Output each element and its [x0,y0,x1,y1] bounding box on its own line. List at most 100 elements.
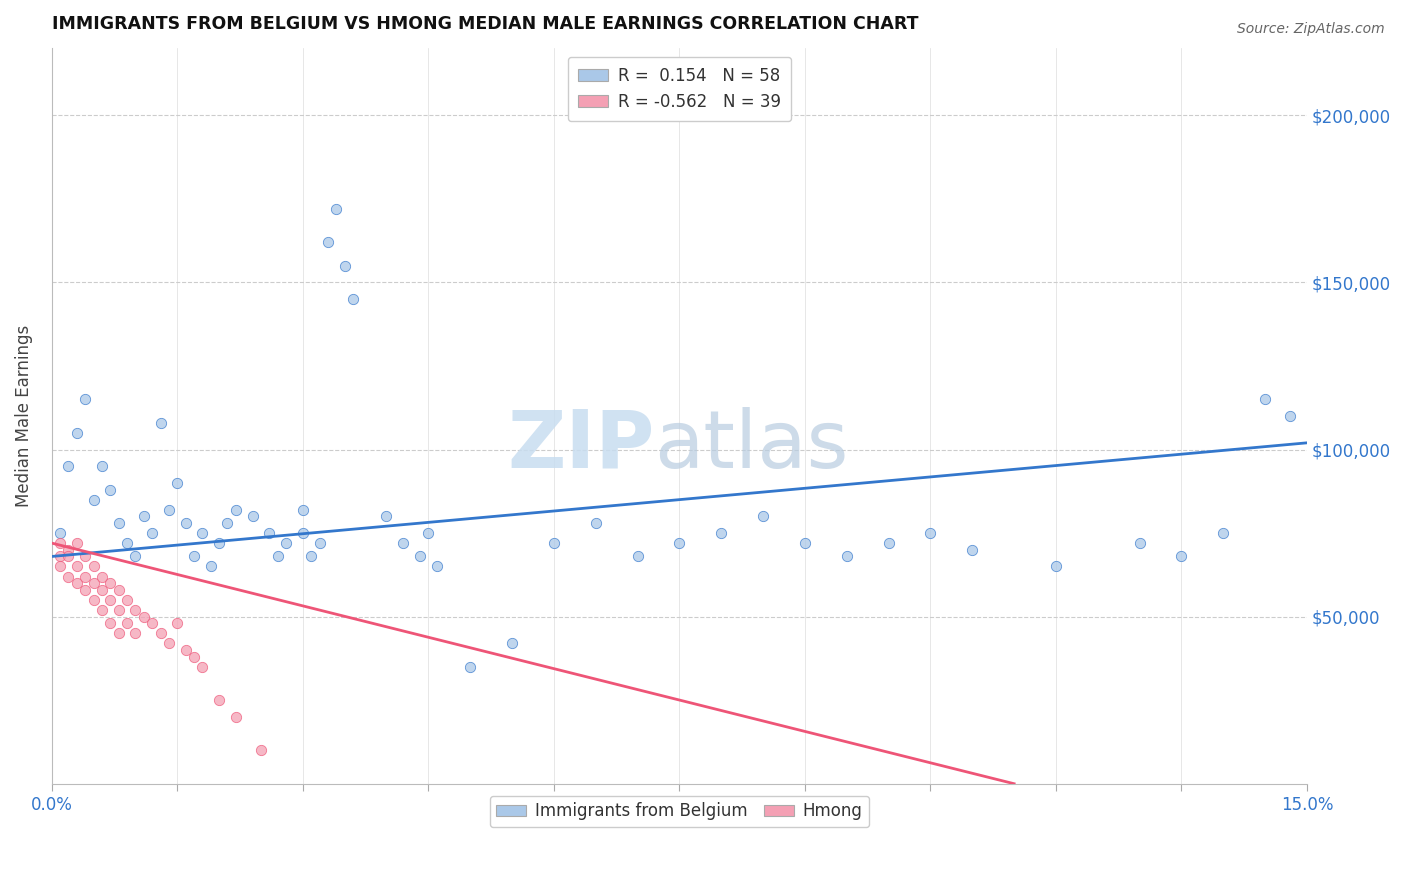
Point [83,576,105,591]
Point [157,502,180,516]
Point [242,509,264,524]
Point [91,569,114,583]
Point [710,526,733,541]
Point [267,549,290,564]
Point [668,536,690,550]
Text: IMMIGRANTS FROM BELGIUM VS HMONG MEDIAN MALE EARNINGS CORRELATION CHART: IMMIGRANTS FROM BELGIUM VS HMONG MEDIAN … [52,15,918,33]
Point [107,582,129,597]
Point [333,259,356,273]
Point [191,526,214,541]
Point [98,483,121,497]
Point [259,526,281,541]
Text: atlas: atlas [654,407,849,484]
Point [217,516,239,530]
Point [325,202,347,216]
Point [208,536,231,550]
Legend: Immigrants from Belgium, Hmong: Immigrants from Belgium, Hmong [489,796,869,827]
Point [132,509,155,524]
Text: ZIP: ZIP [508,407,654,484]
Point [1279,409,1302,423]
Point [91,459,114,474]
Point [183,549,205,564]
Point [141,526,163,541]
Point [115,536,138,550]
Point [208,693,231,707]
Text: Source: ZipAtlas.com: Source: ZipAtlas.com [1237,22,1385,37]
Point [1170,549,1192,564]
Point [124,549,146,564]
Point [58,569,80,583]
Point [166,616,188,631]
Point [75,392,97,407]
Point [107,516,129,530]
Point [920,526,942,541]
Point [107,603,129,617]
Point [308,536,330,550]
Point [149,416,172,430]
Point [166,475,188,490]
Point [174,516,197,530]
Point [83,559,105,574]
Point [426,559,449,574]
Point [225,710,247,724]
Point [58,549,80,564]
Point [124,626,146,640]
Point [132,609,155,624]
Point [49,549,72,564]
Point [1254,392,1277,407]
Point [49,526,72,541]
Point [752,509,775,524]
Point [91,582,114,597]
Point [1045,559,1067,574]
Point [83,593,105,607]
Point [75,569,97,583]
Point [66,425,89,440]
Point [1212,526,1234,541]
Point [1129,536,1152,550]
Point [149,626,172,640]
Point [75,549,97,564]
Point [418,526,440,541]
Point [98,616,121,631]
Point [835,549,858,564]
Point [962,542,984,557]
Point [501,636,523,650]
Point [200,559,222,574]
Point [66,559,89,574]
Point [174,643,197,657]
Point [66,576,89,591]
Point [124,603,146,617]
Point [83,492,105,507]
Point [141,616,163,631]
Point [49,559,72,574]
Point [299,549,322,564]
Point [543,536,565,550]
Point [115,616,138,631]
Point [375,509,398,524]
Point [793,536,815,550]
Point [458,659,481,673]
Point [291,526,314,541]
Point [58,542,80,557]
Point [250,743,273,757]
Point [91,603,114,617]
Point [626,549,648,564]
Point [342,292,364,306]
Point [49,536,72,550]
Point [291,502,314,516]
Point [191,659,214,673]
Point [877,536,900,550]
Point [66,536,89,550]
Point [98,576,121,591]
Point [115,593,138,607]
Point [75,582,97,597]
Point [107,626,129,640]
Point [225,502,247,516]
Point [58,459,80,474]
Point [183,649,205,664]
Point [157,636,180,650]
Point [316,235,339,250]
Y-axis label: Median Male Earnings: Median Male Earnings [15,325,32,508]
Point [409,549,432,564]
Point [392,536,415,550]
